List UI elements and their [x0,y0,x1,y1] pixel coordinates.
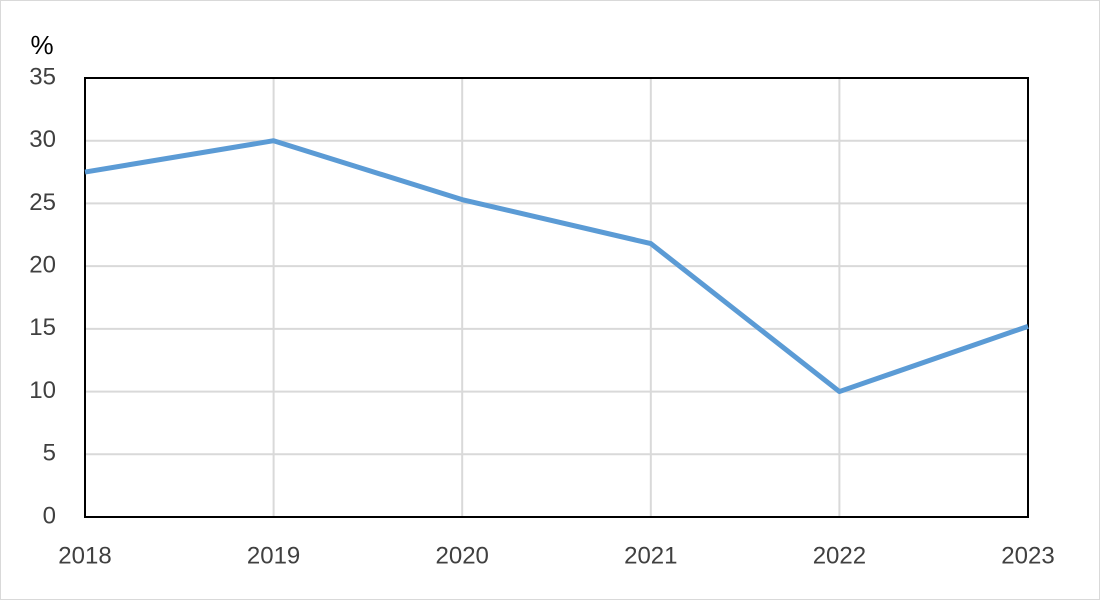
x-tick-label: 2019 [247,542,300,569]
y-tick-label: 10 [29,377,56,404]
data-line [84,138,1029,395]
y-tick-label: 35 [29,63,56,90]
y-tick-label: 15 [29,314,56,341]
y-tick-label: 5 [43,440,56,467]
y-tick-label: 20 [29,251,56,278]
y-tick-label: 25 [29,189,56,216]
y-tick-label: 0 [43,502,56,529]
x-tick-label: 2022 [813,542,866,569]
x-tick-label: 2021 [624,542,677,569]
plot-border [84,77,1029,518]
y-tick-label: 30 [29,126,56,153]
x-tick-label: 2020 [436,542,489,569]
y-axis-label: % [30,30,53,60]
x-tick-label: 2018 [58,542,111,569]
x-tick-label: 2023 [1001,542,1054,569]
